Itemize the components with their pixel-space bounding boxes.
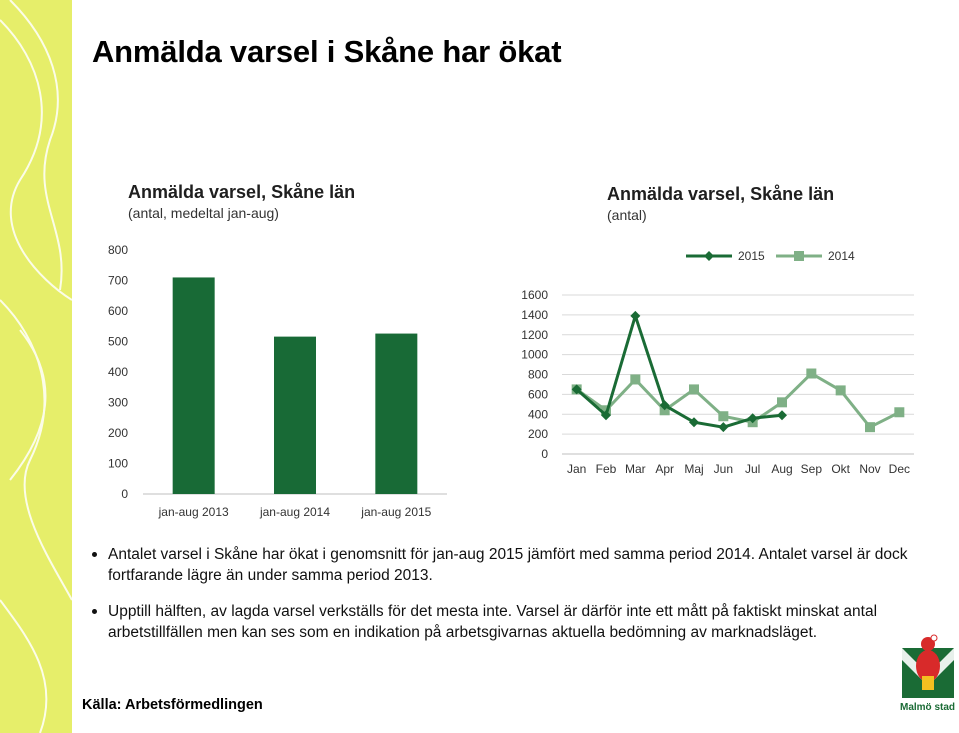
decorative-swirl <box>0 0 72 733</box>
point-marker <box>659 400 670 411</box>
point-marker <box>747 413 758 424</box>
y-tick-label: 0 <box>541 447 548 461</box>
y-tick-label: 700 <box>108 274 128 288</box>
x-tick-label: Apr <box>655 462 674 476</box>
legend-label: 2014 <box>828 249 855 263</box>
source-note: Källa: Arbetsförmedlingen <box>82 697 263 713</box>
x-tick-label: jan-aug 2014 <box>259 505 330 519</box>
bar-chart-title: Anmälda varsel, Skåne län <box>128 182 356 202</box>
y-tick-label: 1400 <box>521 308 548 322</box>
bullet-list: Antalet varsel i Skåne har ökat i genoms… <box>92 544 922 658</box>
x-tick-label: Mar <box>625 462 646 476</box>
side-band <box>0 0 72 733</box>
y-tick-label: 400 <box>528 407 548 421</box>
y-tick-label: 200 <box>528 427 548 441</box>
y-tick-label: 300 <box>108 396 128 410</box>
legend-label: 2015 <box>738 249 765 263</box>
x-tick-label: Feb <box>596 462 617 476</box>
point-marker <box>894 407 905 418</box>
point-marker <box>794 251 804 261</box>
bar <box>172 277 215 494</box>
line-chart: 0 200 400 600 800 1000 1200 1400 1600 Jan Feb Mar Ap… <box>521 249 914 476</box>
y-tick-label: 100 <box>108 457 128 471</box>
y-tick-label: 800 <box>108 243 128 257</box>
point-marker <box>718 411 729 422</box>
point-marker <box>835 385 846 396</box>
series-line-2014 <box>575 371 901 430</box>
y-tick-label: 600 <box>108 304 128 318</box>
x-tick-label: Jan <box>567 462 586 476</box>
x-tick-label: jan-aug 2013 <box>158 505 229 519</box>
point-marker <box>630 374 641 385</box>
x-tick-label: Aug <box>771 462 792 476</box>
y-tick-label: 1200 <box>521 328 548 342</box>
page-title: Anmälda varsel i Skåne har ökat <box>92 34 562 69</box>
series-line-2015 <box>575 310 783 429</box>
point-marker <box>704 251 714 261</box>
y-tick-label: 400 <box>108 365 128 379</box>
y-tick-label: 1600 <box>521 288 548 302</box>
point-marker <box>689 417 699 428</box>
x-tick-label: Dec <box>889 462 910 476</box>
line-chart-subtitle: (antal) <box>607 207 647 223</box>
x-tick-label: Jun <box>714 462 733 476</box>
malmo-stad-logo <box>902 634 954 698</box>
point-marker <box>718 422 729 433</box>
y-tick-label: 200 <box>108 426 128 440</box>
y-tick-label: 1000 <box>521 348 548 362</box>
x-tick-label: Okt <box>831 462 850 476</box>
point-marker <box>689 384 699 395</box>
x-tick-label: jan-aug 2015 <box>360 505 431 519</box>
x-tick-label: Maj <box>684 462 703 476</box>
point-marker <box>806 368 817 379</box>
point-marker <box>571 384 582 395</box>
y-tick-label: 0 <box>121 487 128 501</box>
point-marker <box>777 397 787 408</box>
point-marker <box>777 410 787 421</box>
y-tick-label: 500 <box>108 335 128 349</box>
bar <box>274 336 316 494</box>
point-marker <box>865 422 875 433</box>
x-tick-label: Nov <box>859 462 880 476</box>
logo-text: Malmö stad <box>900 702 956 713</box>
point-marker <box>630 310 641 321</box>
bar-chart-subtitle: (antal, medeltal jan-aug) <box>128 205 279 221</box>
point-marker <box>601 410 611 421</box>
y-tick-label: 600 <box>528 387 548 401</box>
bar <box>375 333 418 494</box>
x-tick-label: Jul <box>745 462 760 476</box>
y-tick-label: 800 <box>528 368 548 382</box>
x-tick-label: Sep <box>801 462 823 476</box>
bullet-item: Upptill hälften, av lagda varsel verkstä… <box>92 601 922 643</box>
bullet-item: Antalet varsel i Skåne har ökat i genoms… <box>92 544 922 586</box>
bar-chart: 0 100 200 300 400 500 600 700 800 jan-aug 2013 jan… <box>108 243 447 519</box>
line-chart-title: Anmälda varsel, Skåne län <box>607 184 835 204</box>
